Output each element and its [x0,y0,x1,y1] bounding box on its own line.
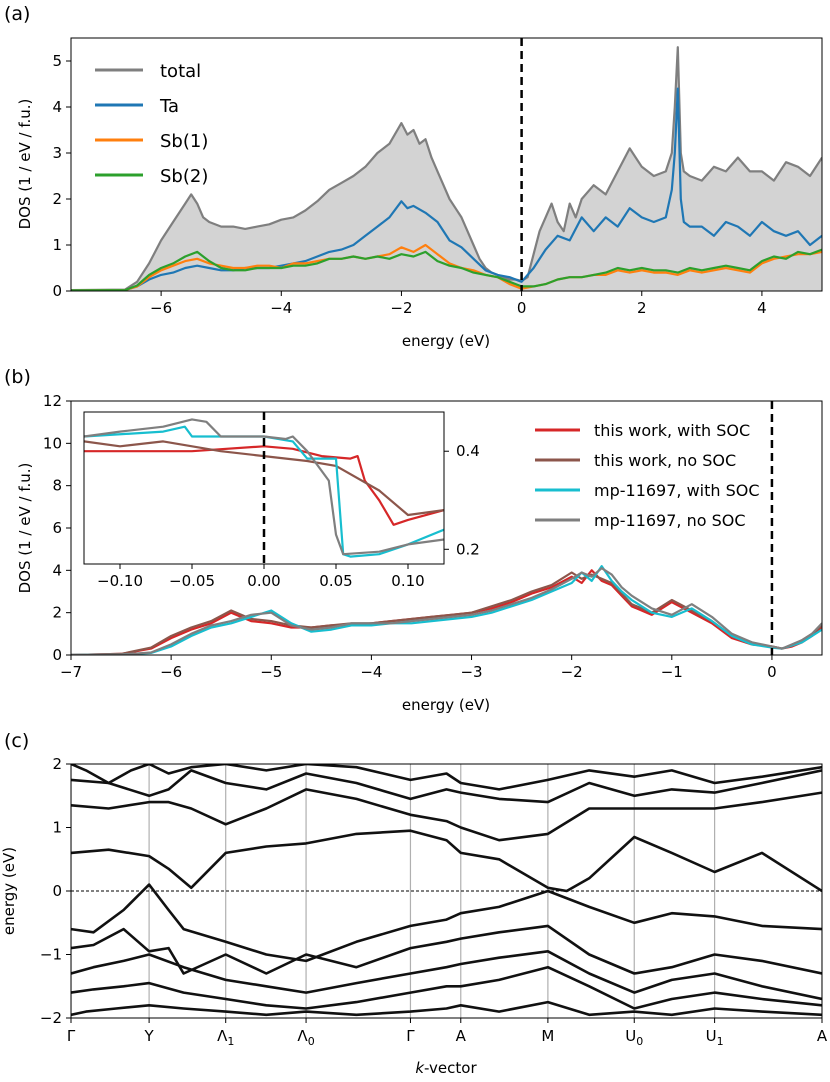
axes-frame-a [70,37,823,292]
y-tick-label: 0 [52,646,62,664]
y-tick-label: 0 [52,282,62,300]
legend-b: this work, with SOC this work, no SOC mp-1… [535,421,760,530]
x-tick-label: 0.10 [391,572,424,590]
x-tick-label: 0.05 [319,572,352,590]
band-line [71,965,822,1010]
y-axis-label-a: DOS (1 / eV / f.u.) [16,99,34,230]
band-line [71,829,822,893]
legend-label: mp-11697, with SOC [594,481,760,500]
band-line [71,769,822,804]
band-line [71,950,822,1001]
y-axis-label-c: energy (eV) [0,847,18,935]
band-structure-panel-c: Γ Y Λ1 Λ0 Γ A M U0 U1 A −2 −1 0 1 2 k-vector energy (e… [0,755,828,1077]
y-tick-label: 1 [52,819,62,837]
y-tick-label: 2 [52,755,62,773]
panel-label-b: (b) [4,366,31,388]
x-tick-label: −7 [60,663,82,681]
y-tick-label: 0 [52,882,62,900]
y-tick-label: 5 [52,52,62,70]
band-line [71,924,822,975]
y-tick-label: 1 [52,236,62,254]
x-tick-label: 2 [637,299,647,317]
x-tick-label: −2 [561,663,583,681]
kpoint-label: U0 [625,1027,643,1048]
series-line-mp-11697, no SOC [71,567,822,655]
panel-label-c: (c) [4,730,29,752]
panel-label-a: (a) [4,3,30,25]
legend-label: Sb(1) [160,131,208,152]
y-tick-label: 4 [52,98,62,116]
x-tick-label: 0.00 [247,572,280,590]
kpoint-label: A [456,1027,467,1045]
y-tick-label: −2 [40,1009,62,1027]
series-line-this work, with SOC [71,569,822,655]
series-line-Sb(2) [71,248,822,291]
series-line-mp-11697, with SOC [71,565,822,655]
legend-label: this work, with SOC [594,421,750,440]
x-tick-label: −2 [390,299,412,317]
band-line [71,883,822,963]
legend-label: Ta [159,96,179,117]
x-tick-label: 4 [757,299,767,317]
inset-line-this work, with SOC [84,445,444,526]
x-tick-label: −1 [661,663,683,681]
y-tick-label: 3 [52,144,62,162]
y-tick-label: 2 [52,190,62,208]
x-tick-label: 0 [767,663,777,681]
kpoint-label: A [817,1027,828,1045]
series-line-total [71,46,822,291]
dos-panel-a: −6 −4 −2 0 2 4 0 1 2 3 4 5 energy (eV) DOS (1 / eV … [16,37,823,350]
y-tick-label: 8 [52,477,62,495]
x-axis-label-a: energy (eV) [402,332,490,350]
y-tick-label: 0.2 [456,540,480,558]
inset-line-mp-11697, with SOC [84,425,444,558]
x-tick-label: −0.10 [97,572,143,590]
legend-label: Sb(2) [160,166,208,187]
y-tick-label: 2 [52,604,62,622]
total-area-fill [71,47,822,291]
x-axis-label-b: energy (eV) [402,696,490,714]
x-tick-label: −4 [270,299,292,317]
y-tick-label: −1 [40,946,62,964]
kpoint-label: M [541,1027,554,1045]
x-tick-label: −4 [360,663,382,681]
y-tick-label: 4 [52,561,62,579]
y-tick-label: 10 [43,434,62,452]
x-tick-label: 0 [517,299,527,317]
x-tick-label: −5 [260,663,282,681]
legend-label: mp-11697, no SOC [594,511,746,530]
legend-label: this work, no SOC [594,451,736,470]
band-line [71,788,822,842]
kpoint-label: Λ0 [297,1027,314,1048]
y-axis-label-b: DOS (1 / eV / f.u.) [16,463,34,594]
legend-a: total Ta Sb(1) Sb(2) [95,61,208,187]
dos-panel-b: −7 −6 −5 −4 −3 −2 −1 0 0 2 4 6 8 10 12 energy (eV) DOS… [16,392,823,714]
band-line [71,764,822,791]
kpoint-label: Λ1 [217,1027,234,1048]
kpoint-label: Γ [67,1027,76,1045]
legend-label: total [160,61,201,82]
x-tick-label: −3 [460,663,482,681]
x-tick-label: −6 [160,663,182,681]
kpoint-label: Γ [406,1027,415,1045]
band-line [71,1000,822,1017]
x-axis-label-c: k-vector [415,1059,477,1077]
y-tick-label: 0.4 [456,442,480,460]
inset-plot: −0.10 −0.05 0.00 0.05 0.10 0.2 0.4 [83,411,480,590]
kpoint-label: U1 [706,1027,724,1048]
kpoint-label: Y [144,1027,155,1045]
x-tick-label: −0.05 [169,572,215,590]
y-tick-label: 6 [52,519,62,537]
x-tick-label: −6 [150,299,172,317]
inset-line-mp-11697, no SOC [84,418,444,556]
y-tick-label: 12 [43,392,62,410]
